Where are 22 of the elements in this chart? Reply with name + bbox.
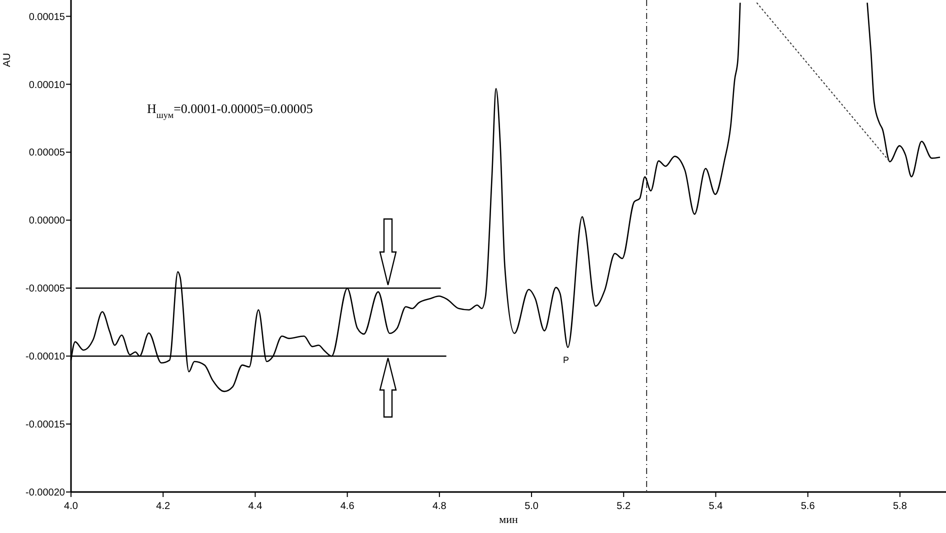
x-tick-label: 5.0 (524, 501, 539, 512)
y-tick-label: -0.00020 (26, 488, 66, 498)
x-tick-label: 4.2 (156, 501, 170, 512)
x-axis-title: мин (499, 514, 518, 526)
x-tick-label: 5.4 (708, 501, 724, 512)
y-axis-title: AU (2, 53, 13, 67)
y-tick-label: 0.00015 (28, 12, 66, 23)
y-tick-label: -0.00005 (26, 284, 66, 295)
y-tick-label: -0.00015 (26, 420, 66, 431)
x-tick-label: 5.2 (616, 501, 632, 512)
y-tick-label: 0.00000 (28, 216, 66, 227)
y-tick-label: 0.00005 (28, 148, 66, 159)
annotation: H$_{шум}$=0.0001-0.00005=0.00005 (147, 101, 313, 120)
y-tick-label: 0.00010 (28, 80, 66, 91)
x-tick-label: 4.6 (340, 501, 355, 512)
y-tick-label: -0.00010 (26, 352, 66, 363)
annotation: P (562, 355, 570, 365)
x-tick-label: 4.4 (248, 501, 263, 512)
x-tick-label: 4.0 (64, 501, 78, 512)
x-tick-label: 4.8 (432, 501, 447, 512)
x-tick-label: 5.8 (892, 501, 908, 512)
x-tick-label: 5.6 (800, 501, 816, 512)
